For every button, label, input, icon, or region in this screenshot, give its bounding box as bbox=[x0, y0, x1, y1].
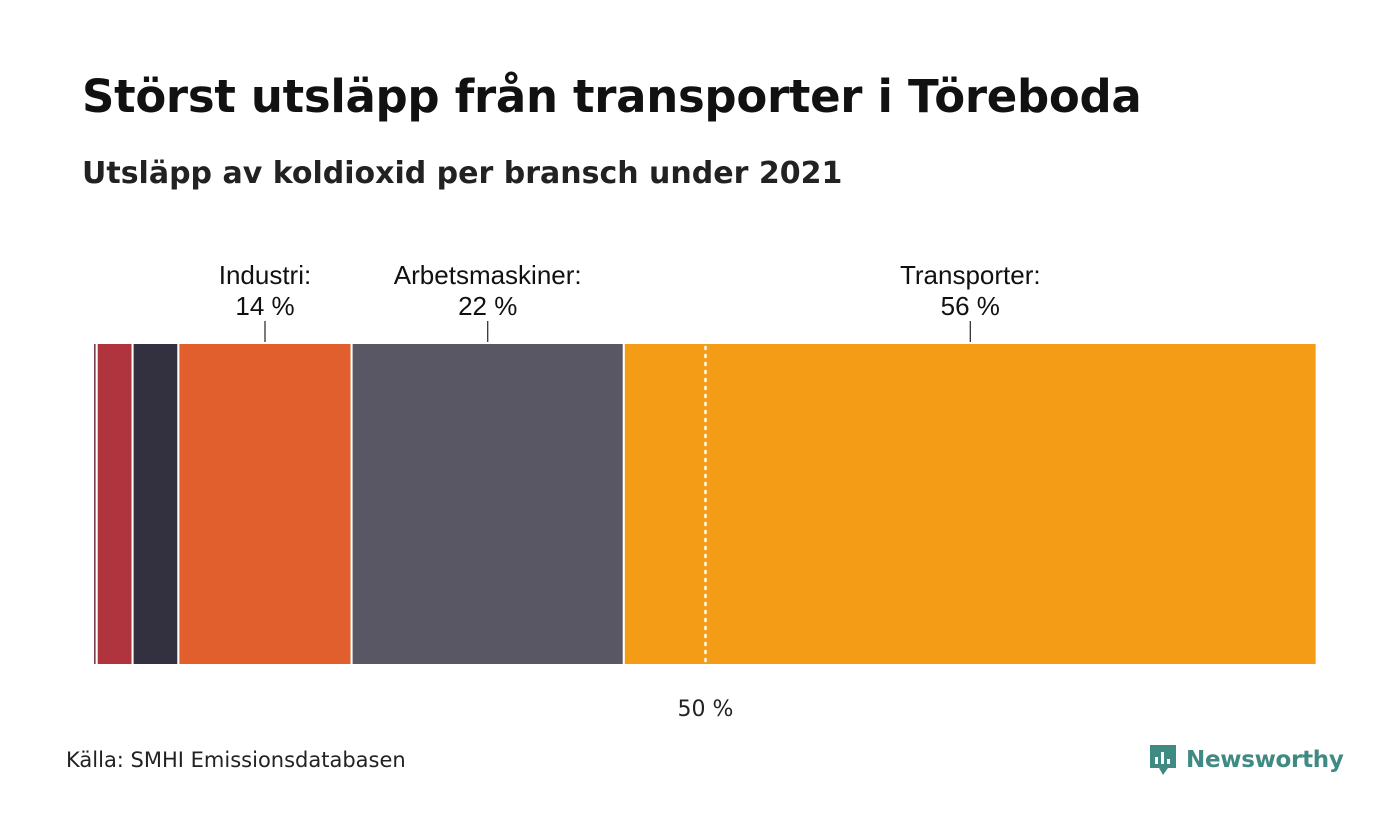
bar-segment-3 bbox=[177, 342, 353, 666]
segment-value-label-4: 22 % bbox=[458, 291, 517, 321]
segment-label-5: Transporter: bbox=[900, 260, 1041, 290]
segment-value-label-5: 56 % bbox=[941, 291, 1000, 321]
newsworthy-logo-icon bbox=[1150, 745, 1176, 775]
bar-segment-4 bbox=[350, 342, 625, 666]
source-note: Källa: SMHI Emissionsdatabasen bbox=[66, 748, 406, 772]
brand-logo: Newsworthy bbox=[1148, 743, 1344, 777]
bar-segment-6 bbox=[1315, 342, 1319, 666]
chart-title: Störst utsläpp från transporter i Törebo… bbox=[82, 70, 1142, 123]
bar-segment-2 bbox=[131, 342, 180, 666]
bar-segment-1 bbox=[95, 342, 134, 666]
segment-value-label-3: 14 % bbox=[235, 291, 294, 321]
reference-line-label: 50 % bbox=[678, 697, 734, 722]
bar-segment-5 bbox=[622, 342, 1318, 666]
chart-subtitle: Utsläpp av koldioxid per bransch under 2… bbox=[82, 156, 843, 191]
brand-name: Newsworthy bbox=[1186, 747, 1344, 773]
segment-label-3: Industri: bbox=[219, 260, 312, 290]
segment-label-4: Arbetsmaskiner: bbox=[394, 260, 582, 290]
